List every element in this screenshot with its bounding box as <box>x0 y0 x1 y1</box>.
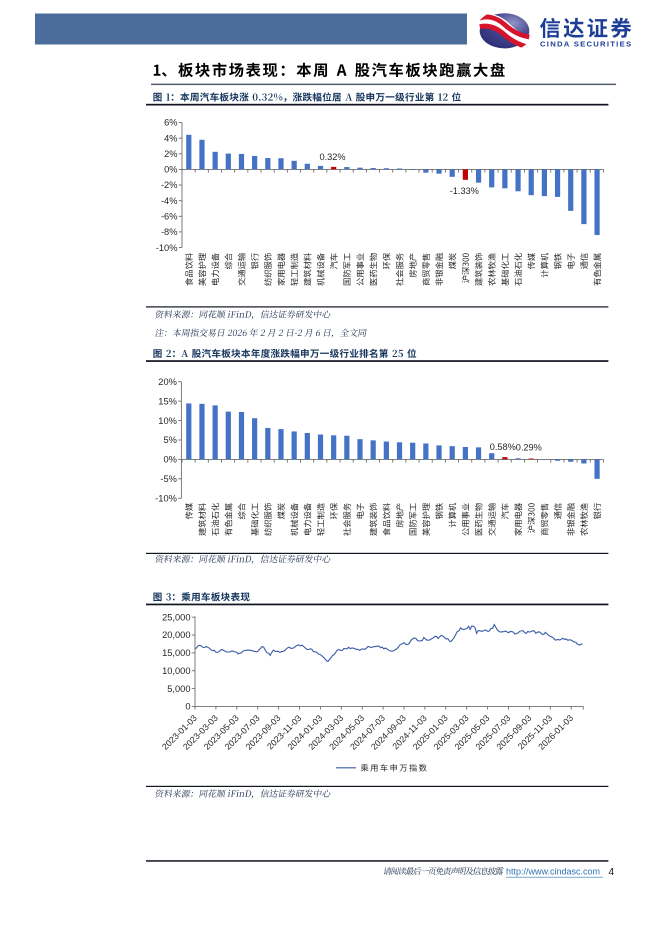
svg-text:-6%: -6% <box>161 211 178 221</box>
svg-text:20,000: 20,000 <box>162 630 190 640</box>
svg-text:10%: 10% <box>158 416 177 426</box>
svg-text:25,000: 25,000 <box>162 612 190 622</box>
svg-text:-10%: -10% <box>156 243 178 253</box>
svg-text:http://www.cindasc.com: http://www.cindasc.com <box>506 867 600 877</box>
svg-text:-4%: -4% <box>161 196 178 206</box>
svg-text:4: 4 <box>609 867 615 878</box>
svg-text:-10%: -10% <box>155 493 177 503</box>
svg-text:15%: 15% <box>158 396 177 406</box>
svg-text:4%: 4% <box>164 133 177 143</box>
svg-text:-5%: -5% <box>160 474 177 484</box>
svg-text:5,000: 5,000 <box>167 684 190 694</box>
svg-text:0.29%: 0.29% <box>516 442 542 452</box>
svg-text:10,000: 10,000 <box>162 666 190 676</box>
svg-text:-1.33%: -1.33% <box>450 186 479 196</box>
svg-text:0.58%: 0.58% <box>490 442 516 452</box>
svg-text:0%: 0% <box>163 455 176 465</box>
svg-text:5%: 5% <box>163 435 176 445</box>
svg-text:-8%: -8% <box>161 227 178 237</box>
svg-text:20%: 20% <box>158 377 177 387</box>
svg-text:-2%: -2% <box>161 180 178 190</box>
svg-text:CINDA SECURITIES: CINDA SECURITIES <box>540 39 632 48</box>
svg-text:2%: 2% <box>164 149 177 159</box>
svg-text:15,000: 15,000 <box>162 648 190 658</box>
svg-text:6%: 6% <box>164 118 177 128</box>
svg-text:0: 0 <box>185 702 190 712</box>
svg-text:0%: 0% <box>164 165 177 175</box>
svg-text:0.32%: 0.32% <box>319 152 345 162</box>
